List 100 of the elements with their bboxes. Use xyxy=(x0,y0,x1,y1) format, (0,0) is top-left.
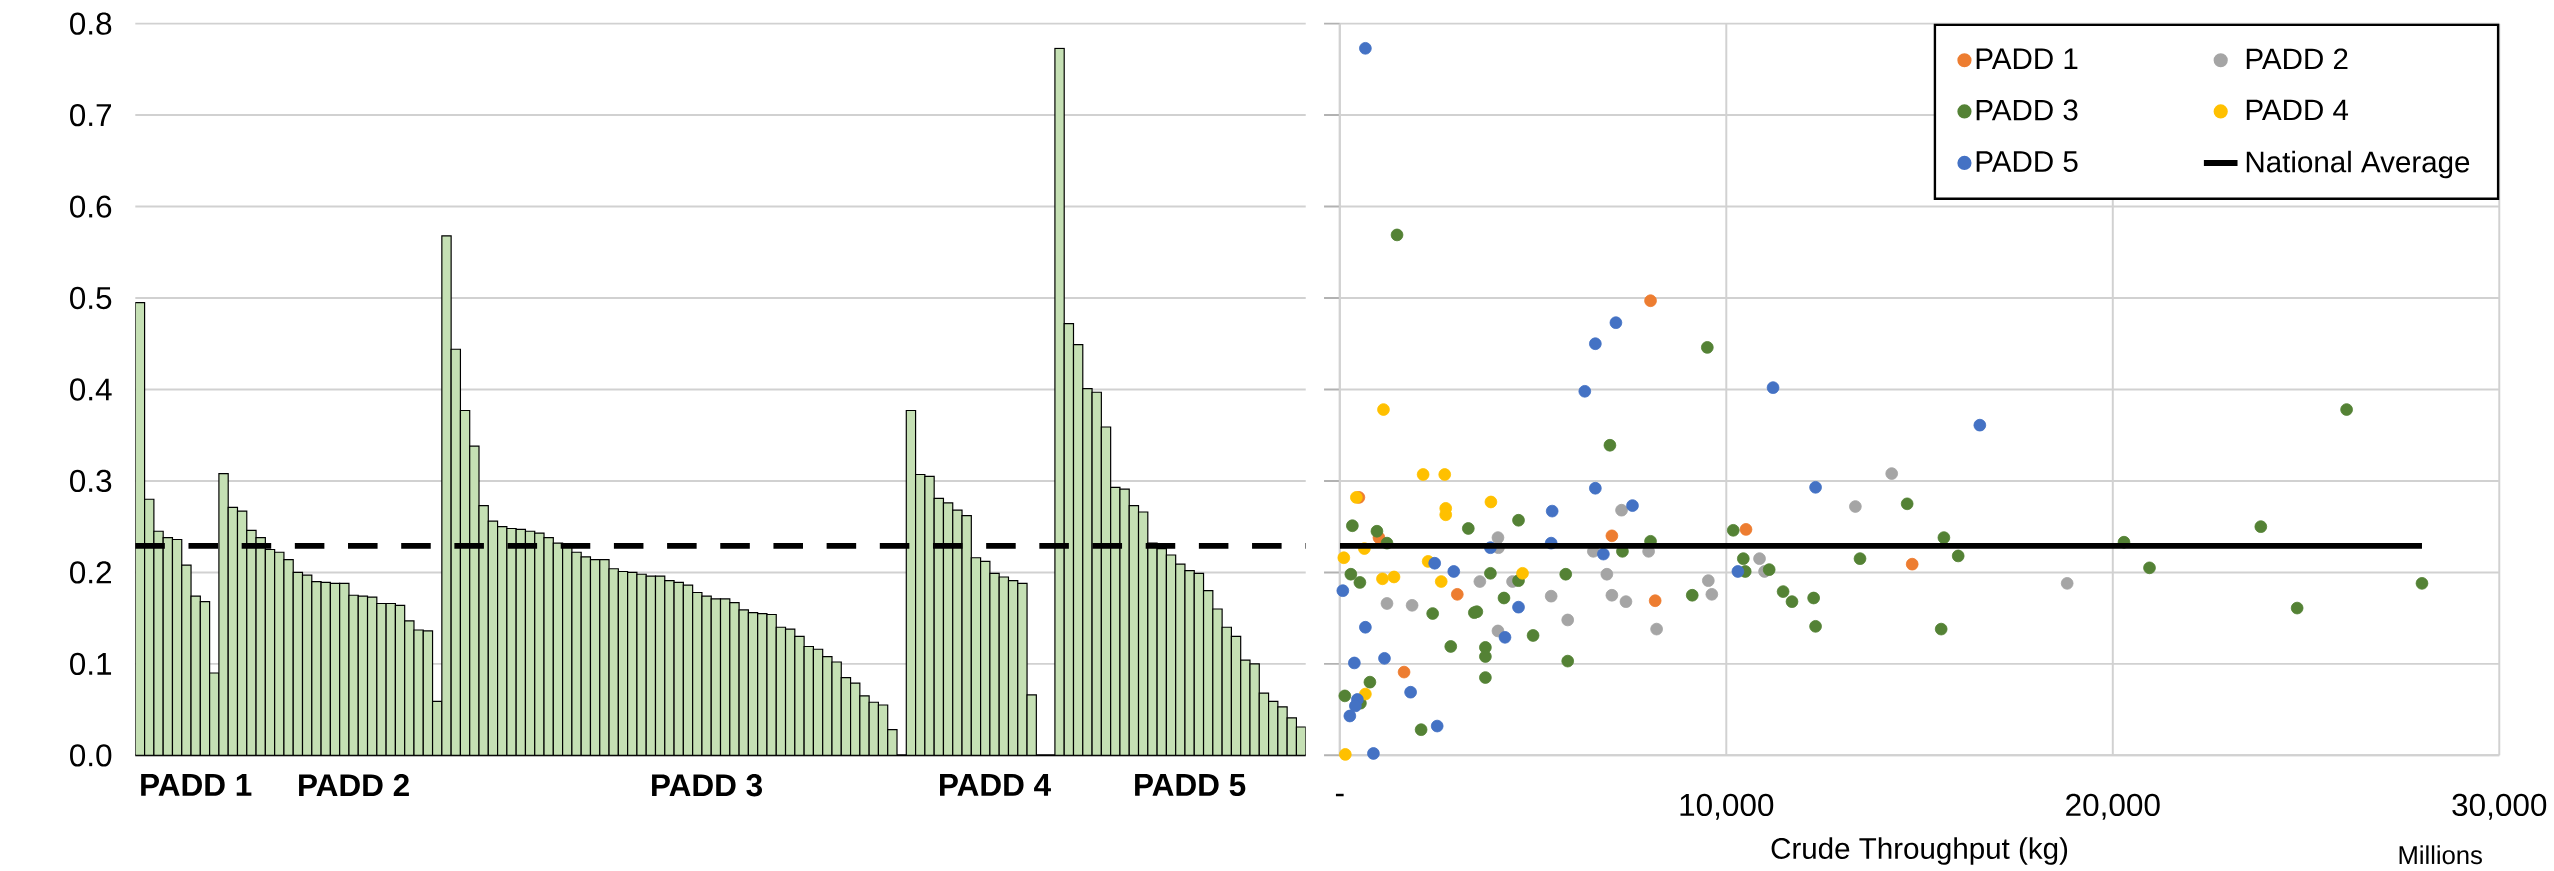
point xyxy=(1648,594,1662,607)
x-tick-label: PADD 2 xyxy=(299,773,409,796)
point xyxy=(1753,552,1766,565)
point xyxy=(2290,601,2304,615)
x-tick-label: PADD 1 xyxy=(141,773,252,796)
point xyxy=(1370,524,1384,538)
point xyxy=(1853,552,1867,565)
point xyxy=(1359,620,1372,634)
point xyxy=(1589,481,1602,495)
point xyxy=(1603,438,1617,452)
point xyxy=(1937,531,1951,544)
point xyxy=(1762,563,1776,576)
point xyxy=(1438,468,1452,481)
point xyxy=(1405,598,1419,612)
point xyxy=(1378,651,1391,665)
point xyxy=(1702,574,1715,587)
point xyxy=(2340,403,2353,416)
point xyxy=(1561,654,1575,668)
point xyxy=(1512,513,1525,527)
y-tick-label: 0.1 xyxy=(70,652,112,675)
point xyxy=(1766,381,1780,394)
y-tick-label: 0.6 xyxy=(70,195,112,218)
point xyxy=(1605,529,1619,542)
point xyxy=(1404,685,1417,699)
point xyxy=(1337,551,1351,564)
point xyxy=(1619,595,1633,608)
legend-label: PADD 2 xyxy=(2246,48,2348,69)
point xyxy=(1705,587,1719,601)
point xyxy=(1447,564,1461,578)
point xyxy=(1444,639,1458,653)
point xyxy=(1809,619,1822,633)
x-tick-label: 10,000 xyxy=(1680,793,1774,820)
y-tick-label: 0.2 xyxy=(70,561,112,584)
point xyxy=(1600,567,1614,581)
point xyxy=(1905,557,1919,571)
point xyxy=(1739,522,1753,536)
y-tick-label: 0.8 xyxy=(70,12,112,35)
point xyxy=(1644,294,1657,307)
point xyxy=(1559,567,1573,581)
y-tick-label: 0.4 xyxy=(70,378,112,401)
point xyxy=(1934,622,1948,636)
point xyxy=(1397,665,1411,679)
y-tick-label: 0.7 xyxy=(70,103,112,127)
point xyxy=(1615,503,1628,517)
point xyxy=(1343,709,1357,723)
point xyxy=(1339,747,1352,761)
point xyxy=(1491,531,1505,544)
legend-label: PADD 1 xyxy=(1976,48,2078,69)
text: Millions xyxy=(2399,845,2482,864)
point xyxy=(1544,589,1558,603)
point xyxy=(1348,656,1361,670)
point xyxy=(1430,719,1444,733)
point xyxy=(1885,467,1899,480)
point xyxy=(1731,564,1745,578)
point xyxy=(1807,591,1820,605)
legend-label: National Average xyxy=(2246,150,2470,179)
x-tick-label: PADD 4 xyxy=(940,773,1051,796)
point xyxy=(1426,607,1439,620)
x-tick-label: - xyxy=(1335,793,1344,797)
point xyxy=(1346,519,1359,532)
point xyxy=(1479,671,1492,684)
point xyxy=(1578,384,1592,398)
point xyxy=(1434,575,1448,588)
x-tick-label: 20,000 xyxy=(2066,793,2160,820)
point xyxy=(1359,41,1372,55)
point xyxy=(1484,495,1498,509)
point xyxy=(1726,523,1740,537)
point xyxy=(1516,566,1529,580)
point xyxy=(1484,566,1497,580)
point xyxy=(1589,337,1602,350)
point xyxy=(1512,600,1525,614)
point xyxy=(1416,468,1430,481)
point xyxy=(1497,591,1511,605)
legend-label: PADD 4 xyxy=(2246,99,2349,120)
point xyxy=(1498,630,1512,644)
y-tick-label: 0.5 xyxy=(70,286,112,309)
point xyxy=(1849,500,1862,513)
point xyxy=(2254,520,2268,533)
point xyxy=(1462,522,1475,535)
point xyxy=(1545,504,1559,518)
point xyxy=(1626,499,1639,512)
x-tick-label: 30,000 xyxy=(2452,793,2547,820)
point xyxy=(1387,570,1401,584)
point xyxy=(1377,403,1390,416)
point xyxy=(1363,675,1377,689)
point xyxy=(1609,316,1623,329)
x-tick-label: PADD 3 xyxy=(652,773,763,797)
point xyxy=(1376,572,1389,585)
point xyxy=(1951,549,1965,563)
point xyxy=(1650,622,1663,636)
point xyxy=(1973,418,1987,432)
x-axis-title: Crude Throughput (kg) xyxy=(1771,837,2068,865)
point xyxy=(1367,746,1380,760)
point xyxy=(1526,629,1540,642)
point xyxy=(1685,588,1699,602)
legend-label: PADD 5 xyxy=(1976,151,2078,172)
point xyxy=(1338,689,1352,702)
point xyxy=(1380,597,1394,610)
point xyxy=(2143,561,2156,574)
point xyxy=(1473,575,1487,588)
